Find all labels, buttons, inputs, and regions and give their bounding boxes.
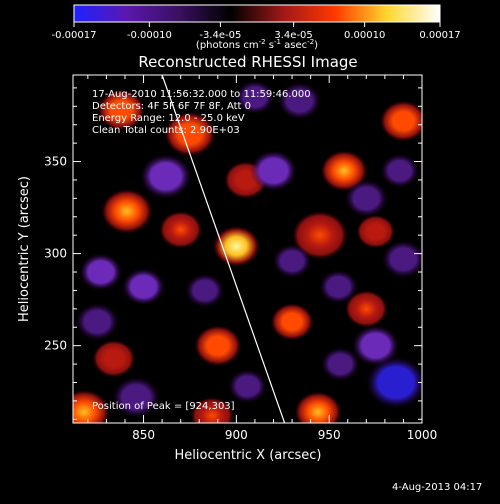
negative-blob [344,179,388,217]
image-area [73,75,422,423]
negative-blob [140,153,192,199]
negative-blob [122,268,165,306]
emission-blobs [73,80,422,423]
emission-blob [97,89,145,131]
x-tick-label: 850 [132,428,155,442]
x-tick-label: 900 [225,428,248,442]
solar-limb-line [161,75,286,423]
time-range-text: 17-Aug-2010 11:56:32.000 to 11:59:46.000 [92,89,311,100]
x-axis-label: Heliocentric X (arcsec) [175,448,322,463]
colorbar-tick-label: 0.00010 [344,30,385,41]
y-tick-label: 350 [44,155,67,169]
negative-blob [228,369,267,403]
y-tick-label: 250 [44,339,67,353]
clean-counts-text: Clean Total counts: 2.90E+03 [92,125,240,136]
x-tick-label: 950 [318,428,341,442]
y-axis-label: Heliocentric Y (arcsec) [17,176,32,322]
emission-blob [292,211,348,260]
chart-title: Reconstructed RHESSI Image [138,53,357,71]
emission-blob [190,397,234,423]
emission-blob [344,290,388,328]
colorbar-tick-label: -0.00010 [127,30,172,41]
negative-blob [352,325,400,367]
negative-blob [366,356,422,409]
colorbar-tick-label: 0.00017 [419,30,460,41]
colorbar-tick-label: -3.4e-05 [199,30,241,41]
negative-blob [321,347,360,381]
energy-range-text: Energy Range: 12.0 - 25.0 keV [92,113,245,124]
negative-blob [79,253,123,291]
emission-blob [379,100,422,142]
colorbar-tick-label: -0.00017 [52,30,97,41]
negative-blob [75,303,119,341]
peak-marker [408,407,414,413]
peak-position-text: Position of Peak = [924,303] [92,401,235,412]
colorbar-ticks: -0.00017 -0.00010 -3.4e-05 3.4e-05 0.00010 0.… [52,22,461,41]
negative-blob [278,82,321,120]
plot-frame [72,74,423,424]
emission-blob [101,188,153,234]
negative-blob [185,273,225,308]
emission-blob [294,391,342,423]
negative-blob [380,154,419,188]
negative-blob [112,376,160,418]
negative-blob [250,150,297,192]
generation-date: 4-Aug-2013 04:17 [392,482,483,493]
emission-blob [212,225,260,267]
emission-blob [356,214,395,249]
emission-blob [270,303,314,341]
y-tick-label: 300 [44,247,67,261]
emission-blob [164,111,216,157]
colorbar [73,4,441,23]
negative-blob [319,270,358,304]
annotations: 17-Aug-2010 11:56:32.000 to 11:59:46.000… [92,89,311,412]
detectors-text: Detectors: 4F 5F 6F 7F 8F, Att 0 [92,101,251,112]
negative-blob [382,240,422,278]
colorbar-tick-label: 3.4e-05 [274,30,312,41]
axes: 850 900 950 1000 250 300 350 [44,75,437,442]
colorbar-unit-label: (photons cm-2 s-1 asec-2) [196,38,318,51]
emission-blob [73,389,110,423]
negative-blob [272,244,312,278]
emission-blob [194,325,242,367]
emission-blob [159,211,203,249]
x-tick-label: 1000 [407,428,438,442]
emission-blob [320,150,368,192]
emission-blob [92,339,136,378]
negative-blob [235,80,275,114]
